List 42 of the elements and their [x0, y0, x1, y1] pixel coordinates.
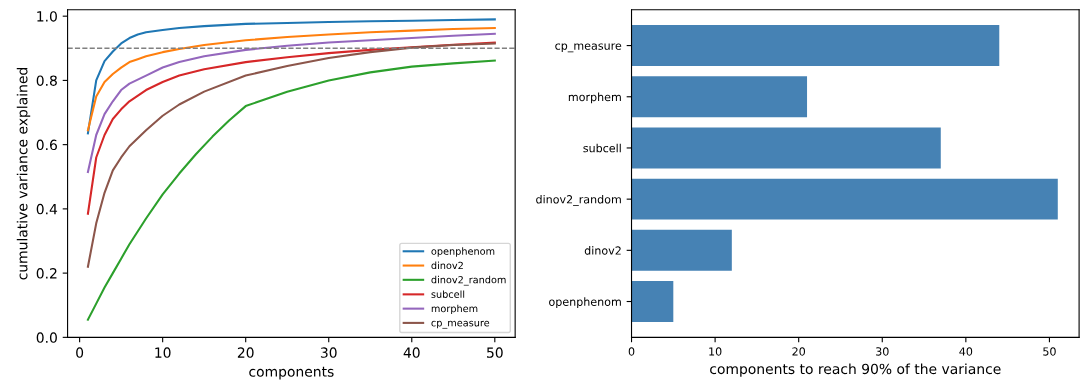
x-tick-label: 50 [487, 347, 503, 358]
y-tick-label: morphem [568, 92, 621, 104]
line-series [86, 32, 496, 173]
line-series [86, 41, 496, 215]
y-tick-label: 0.6 [36, 139, 57, 151]
line-series [86, 42, 496, 268]
y-tick-label: 0.4 [36, 203, 58, 215]
x-tick-label: 40 [959, 347, 973, 356]
y-tick-label: 0.0 [36, 332, 57, 343]
y-tick-label: dinov2 [584, 246, 621, 255]
x-tick-label: 10 [709, 347, 722, 356]
x-tick-label: 10 [155, 347, 171, 358]
x-tick-label: 50 [1043, 347, 1056, 356]
legend-label: subcell [431, 290, 465, 298]
x-tick-label: 0 [76, 347, 84, 358]
legend-label: morphem [431, 304, 478, 315]
legend-label: openphenom [431, 247, 495, 257]
x-axis-title: components to reach 90% of the variance [710, 363, 1001, 377]
y-tick-label: 0.2 [36, 268, 57, 279]
legend-label: dinov2 [431, 261, 463, 270]
y-axis-title: cumulative variance explained [16, 68, 31, 280]
y-tick-label: cp_measure [555, 43, 622, 53]
x-tick-label: 20 [792, 347, 806, 356]
y-tick-label: 0.8 [36, 75, 57, 86]
bar [631, 229, 732, 271]
bar [631, 281, 674, 322]
bar [631, 127, 941, 169]
y-tick-label: 1.0 [37, 11, 57, 22]
x-tick-label: 30 [876, 347, 889, 356]
legend-label: cp_measure [431, 320, 490, 329]
x-tick-label: 40 [403, 347, 420, 358]
y-tick-label: openphenom [549, 297, 621, 309]
y-tick-label: dinov2_random [536, 194, 621, 206]
bar [631, 25, 1000, 67]
bar [631, 76, 808, 118]
bar [631, 178, 1058, 220]
x-tick-label: 0 [628, 347, 635, 356]
x-tick-label: 20 [237, 347, 254, 358]
y-tick-label: subcell [583, 143, 621, 153]
x-tick-label: 30 [320, 347, 337, 358]
legend-label: dinov2_random [431, 275, 506, 286]
x-axis-title: components [249, 366, 334, 380]
